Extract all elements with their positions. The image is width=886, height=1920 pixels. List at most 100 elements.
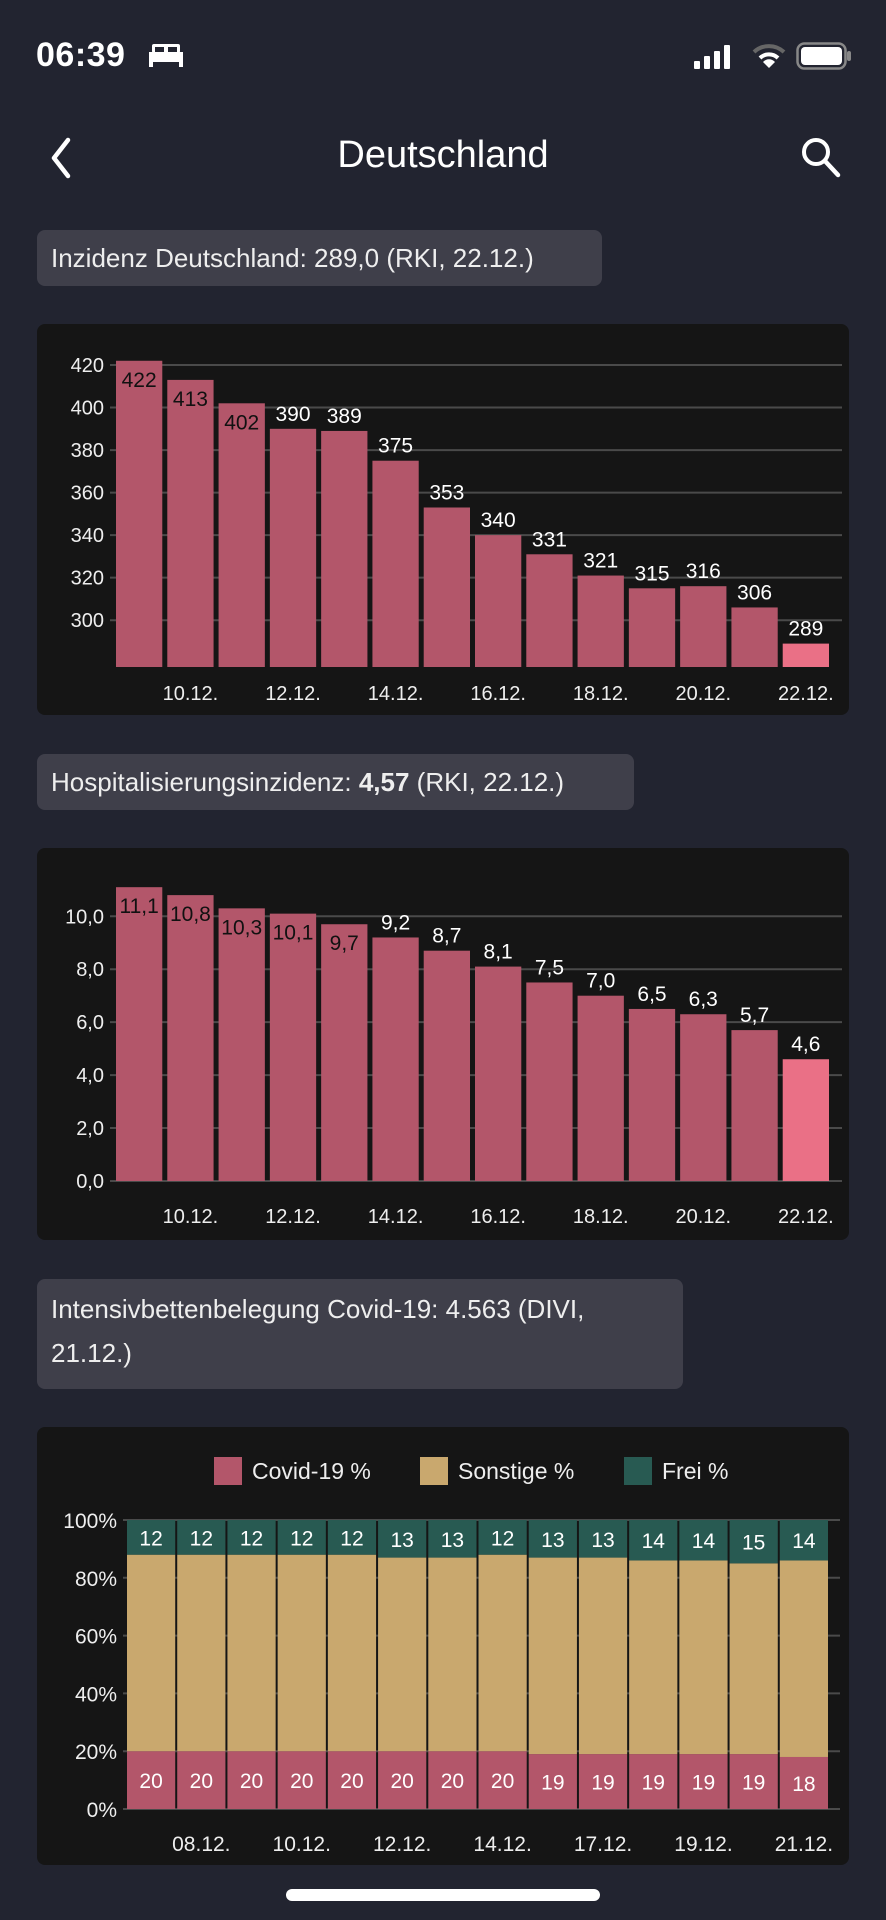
x-tick-label: 14.12.	[368, 683, 424, 705]
incidence-bar-chart: 420 400 380 360 340 320 300 422 413 10.12. 402 390 1…	[71, 355, 842, 705]
covid-bar-segment	[629, 1754, 678, 1809]
bar	[577, 995, 624, 1181]
sonstige-bar-segment	[227, 1554, 276, 1752]
x-tick-label: 14.12.	[473, 1833, 531, 1856]
bar	[782, 1059, 829, 1181]
data-label: 4,6	[791, 1033, 820, 1056]
sonstige-bar-segment	[478, 1554, 527, 1752]
icu-chart-card: Covid-19 % Sonstige % Frei % 100% 80% 60% 40% 2…	[37, 1427, 849, 1865]
covid-bar-segment	[779, 1756, 828, 1809]
bar	[218, 403, 265, 667]
data-label: 9,7	[330, 932, 359, 955]
data-label: 306	[737, 581, 772, 604]
y-tick-label: 2,0	[76, 1118, 104, 1140]
icu-label: Intensivbettenbelegung Covid-19: 4.563 (…	[37, 1279, 683, 1389]
bar	[731, 607, 778, 667]
sonstige-bar-segment	[679, 1560, 728, 1755]
legend-swatch	[624, 1457, 652, 1485]
data-label: 6,5	[637, 983, 666, 1006]
data-label: 331	[532, 528, 567, 551]
y-tick-label: 300	[71, 610, 104, 632]
frei-data-label: 12	[240, 1527, 263, 1550]
data-label: 389	[327, 405, 362, 428]
sonstige-bar-segment	[327, 1554, 377, 1752]
home-indicator[interactable]	[286, 1889, 600, 1901]
status-time: 06:39	[36, 36, 126, 74]
covid-bar-segment	[528, 1754, 577, 1809]
hospitalization-chart-card: 10,0 8,0 6,0 4,0 2,0 0,0 11,1 10,8 10.12. 10,3 10,…	[37, 848, 849, 1240]
frei-data-label: 13	[591, 1529, 614, 1552]
frei-data-label: 13	[441, 1529, 464, 1552]
bed-icon	[149, 44, 183, 67]
covid-data-label: 19	[742, 1772, 765, 1795]
hospitalization-bar-chart: 10,0 8,0 6,0 4,0 2,0 0,0 11,1 10,8 10.12. 10,3 10,…	[65, 887, 842, 1228]
frei-data-label: 14	[792, 1530, 816, 1553]
data-label: 413	[173, 388, 208, 411]
battery-icon	[796, 42, 851, 70]
x-tick-label: 08.12.	[172, 1833, 230, 1856]
data-label: 402	[224, 411, 259, 434]
x-tick-label: 20.12.	[675, 1206, 731, 1228]
frei-bar-segment	[378, 1520, 427, 1558]
sonstige-bar-segment	[127, 1554, 176, 1752]
y-tick-label: 20%	[75, 1741, 117, 1764]
search-icon[interactable]	[798, 134, 844, 180]
data-label: 315	[634, 562, 669, 585]
x-tick-label: 12.12.	[265, 1206, 321, 1228]
covid-data-label: 19	[541, 1772, 564, 1795]
data-label: 375	[378, 435, 413, 458]
data-label: 353	[429, 482, 464, 505]
bar	[167, 379, 214, 667]
y-tick-label: 100%	[63, 1510, 117, 1533]
y-tick-label: 6,0	[76, 1012, 104, 1034]
frei-data-label: 14	[692, 1530, 716, 1553]
covid-bar-segment	[378, 1751, 427, 1809]
hospitalization-label-prefix: Hospitalisierungsinzidenz:	[51, 767, 359, 797]
data-label: 321	[583, 550, 618, 573]
bar	[475, 966, 522, 1181]
hospitalization-label-text: Hospitalisierungsinzidenz: 4,57 (RKI, 22…	[51, 760, 564, 804]
bar	[680, 586, 727, 667]
frei-data-label: 13	[390, 1529, 413, 1552]
page-title: Deutschland	[337, 134, 549, 176]
bar	[372, 460, 419, 667]
x-tick-label: 22.12.	[778, 1206, 834, 1228]
bar	[116, 887, 163, 1181]
covid-bar-segment	[679, 1754, 728, 1809]
hospitalization-label: Hospitalisierungsinzidenz: 4,57 (RKI, 22…	[37, 754, 634, 810]
x-tick-label: 14.12.	[368, 1206, 424, 1228]
covid-bar-segment	[127, 1751, 176, 1809]
hospitalization-value: 4,57	[358, 767, 410, 797]
x-tick-label: 17.12.	[574, 1833, 632, 1856]
y-tick-label: 8,0	[76, 959, 104, 981]
sonstige-bar-segment	[578, 1557, 628, 1755]
bar	[526, 554, 573, 667]
frei-bar-segment	[578, 1520, 628, 1558]
x-tick-label: 12.12.	[265, 683, 321, 705]
y-tick-label: 0%	[87, 1799, 117, 1822]
data-label: 9,2	[381, 911, 410, 934]
bar	[475, 535, 522, 667]
bar	[321, 430, 368, 667]
frei-data-label: 15	[742, 1532, 765, 1555]
legend-swatch	[420, 1457, 448, 1485]
bar	[423, 507, 470, 667]
bar	[269, 913, 317, 1181]
data-label: 422	[122, 369, 157, 392]
x-tick-label: 10.12.	[163, 1206, 219, 1228]
incidence-label-text: Inzidenz Deutschland: 289,0 (RKI, 22.12.…	[51, 243, 534, 273]
frei-bar-segment	[428, 1520, 477, 1558]
bar	[526, 982, 573, 1181]
y-tick-label: 340	[71, 525, 104, 547]
legend-swatch	[214, 1457, 242, 1485]
frei-data-label: 13	[541, 1529, 564, 1552]
data-label: 10,3	[221, 916, 262, 939]
incidence-label: Inzidenz Deutschland: 289,0 (RKI, 22.12.…	[37, 230, 602, 286]
bar	[372, 937, 419, 1181]
x-tick-label: 16.12.	[470, 1206, 526, 1228]
bar	[116, 360, 163, 667]
covid-bar-segment	[227, 1751, 276, 1809]
legend-label: Covid-19 %	[252, 1458, 371, 1484]
chevron-left-icon[interactable]	[46, 136, 76, 180]
bar	[269, 428, 317, 667]
